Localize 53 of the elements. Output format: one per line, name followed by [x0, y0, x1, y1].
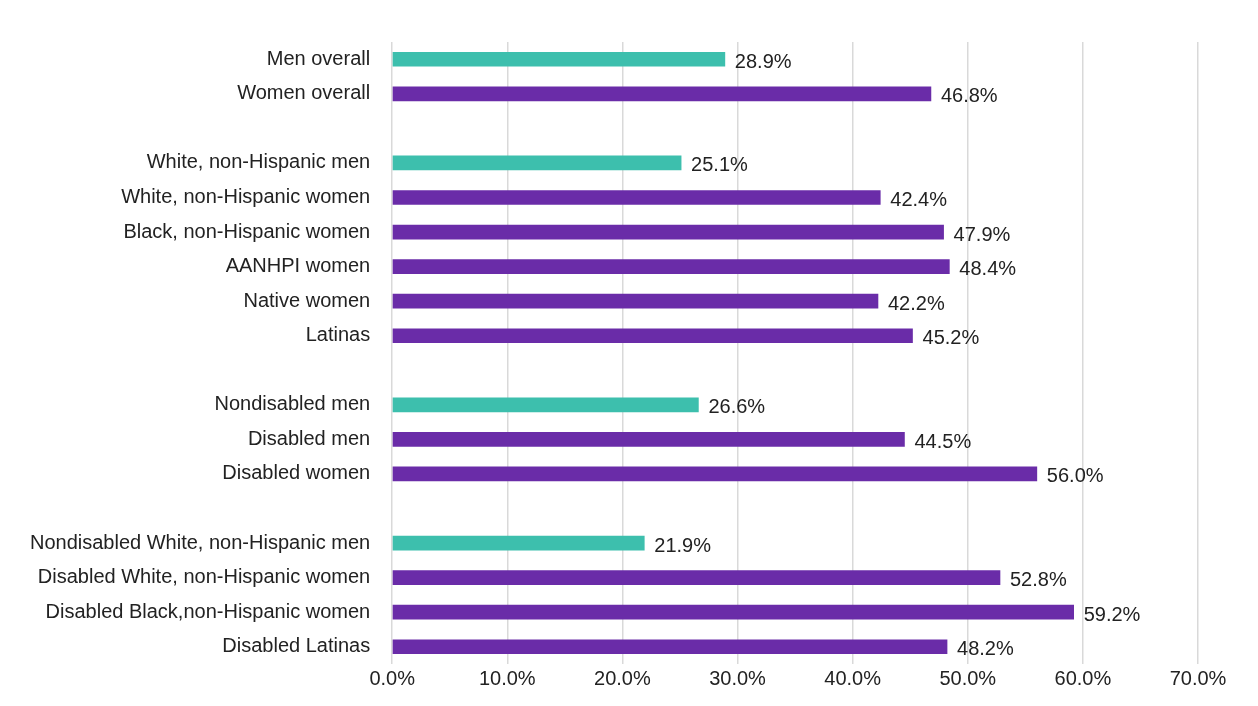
- bar: [392, 397, 699, 413]
- y-tick-label: Native women: [243, 288, 371, 311]
- bar: [392, 466, 1038, 482]
- bar: [392, 432, 905, 447]
- data-label: 48.2%: [957, 637, 1014, 660]
- bar: [392, 328, 913, 344]
- y-tick-label: White, non-Hispanic men: [146, 150, 371, 173]
- x-tick-label: 0.0%: [369, 666, 416, 689]
- bar: [392, 224, 944, 240]
- y-tick-label: Nondisabled White, non-Hispanic men: [29, 530, 371, 553]
- y-tick-label: Disabled Black,non-Hispanic women: [45, 599, 371, 622]
- x-tick-label: 20.0%: [594, 666, 651, 689]
- bar: [392, 639, 948, 655]
- y-tick-label: Latinas: [305, 323, 371, 346]
- bar: [392, 155, 682, 171]
- data-label: 25.1%: [691, 153, 749, 176]
- data-label: 56.0%: [1046, 464, 1104, 487]
- y-tick-label: Disabled Latinas: [222, 634, 371, 657]
- data-label: 52.8%: [1010, 568, 1067, 591]
- y-tick-label: Women overall: [237, 81, 371, 104]
- y-tick-label: Disabled White, non-Hispanic women: [37, 565, 371, 588]
- data-label: 47.9%: [953, 222, 1011, 245]
- y-tick-label: AANHPI women: [225, 254, 371, 277]
- x-tick-label: 10.0%: [478, 666, 536, 689]
- bar: [392, 51, 726, 67]
- x-tick-label: 50.0%: [939, 666, 997, 689]
- y-tick-label: Nondisabled men: [214, 392, 371, 415]
- data-label: 59.2%: [1083, 602, 1141, 625]
- x-tick-label: 30.0%: [709, 666, 767, 689]
- bar: [392, 86, 932, 102]
- bar: [392, 535, 645, 551]
- y-tick-label: Black, non-Hispanic women: [123, 219, 371, 242]
- bar: [392, 604, 1074, 620]
- data-label: 28.9%: [734, 49, 792, 72]
- data-label: 45.2%: [922, 326, 980, 349]
- data-label: 21.9%: [654, 533, 712, 556]
- data-label: 26.6%: [708, 395, 766, 418]
- y-tick-label: Men overall: [266, 46, 371, 69]
- x-tick-label: 70.0%: [1169, 666, 1227, 689]
- data-label: 46.8%: [940, 84, 998, 107]
- y-tick-label: Disabled men: [247, 426, 371, 449]
- data-label: 42.2%: [887, 291, 945, 314]
- data-label: 42.4%: [890, 188, 948, 211]
- bar: [392, 293, 879, 309]
- bar: [392, 259, 950, 274]
- data-label: 48.4%: [959, 257, 1017, 280]
- y-tick-label: White, non-Hispanic women: [121, 185, 371, 208]
- x-tick-label: 60.0%: [1054, 666, 1112, 689]
- y-tick-label: Disabled women: [222, 461, 371, 484]
- bar: [392, 570, 1001, 585]
- data-label: 44.5%: [914, 429, 972, 452]
- bar: [392, 190, 881, 205]
- x-tick-label: 40.0%: [824, 666, 882, 689]
